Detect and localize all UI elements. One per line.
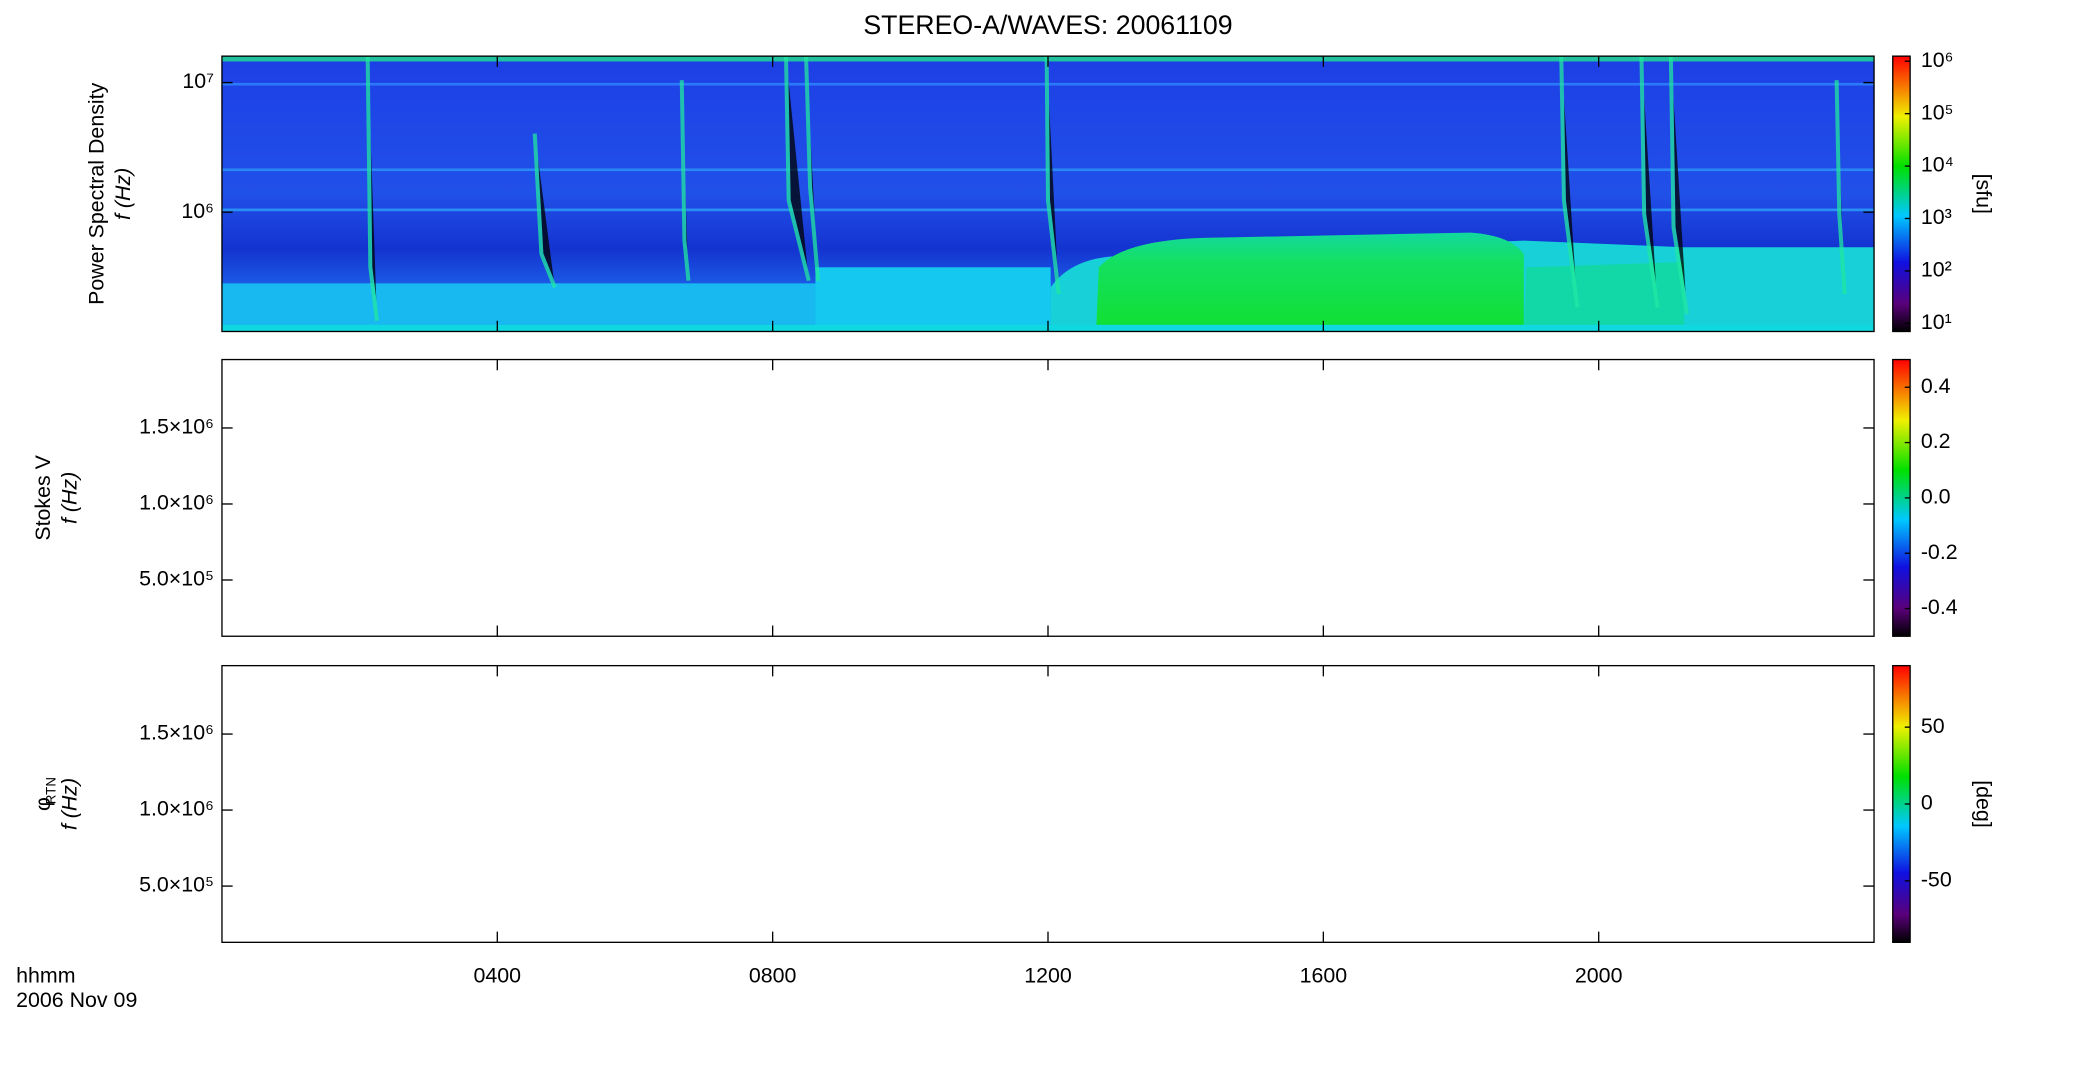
y-axis-label-subscript: RTN xyxy=(44,777,59,804)
y-tick-label: 5.0×10⁵ xyxy=(139,873,214,897)
plot-frame xyxy=(221,664,1875,943)
x-tick-label: 0800 xyxy=(749,964,797,988)
x-tick-label: 2000 xyxy=(1575,964,1623,988)
y-axis-label: f (Hz) xyxy=(58,472,82,524)
y-tick-label: 1.5×10⁶ xyxy=(139,721,214,745)
x-axis-label: 2006 Nov 09 xyxy=(16,988,137,1012)
y-axis-label: Stokes V xyxy=(31,454,55,540)
y-tick-label: 1.5×10⁶ xyxy=(139,415,214,439)
colorbar-tick-label: 10³ xyxy=(1921,205,1952,229)
plot-frame xyxy=(221,358,1875,637)
colorbar-tick-label: 50 xyxy=(1921,714,1945,738)
x-tick-label: 0400 xyxy=(474,964,522,988)
colorbar-tick-label: -50 xyxy=(1921,867,1952,891)
y-axis-label: f (Hz) xyxy=(58,778,82,830)
y-tick-label: 1.0×10⁶ xyxy=(139,491,214,515)
colorbar-tick-label: 10⁴ xyxy=(1921,153,1954,177)
colorbar-tick-label: -0.2 xyxy=(1921,540,1958,564)
colorbar-tick-label: 0.4 xyxy=(1921,374,1951,398)
x-axis-label: hhmm xyxy=(16,964,75,988)
colorbar-tick-label: 10⁶ xyxy=(1921,48,1954,72)
colorbar-tick-label: 0.2 xyxy=(1921,429,1951,453)
colorbar-tick-label: -0.4 xyxy=(1921,595,1958,619)
x-tick-label: 1600 xyxy=(1300,964,1348,988)
y-axis-label: Power Spectral Density xyxy=(84,82,108,304)
colorbar-label: [deg] xyxy=(1972,780,1996,828)
spectrogram-image xyxy=(221,56,1875,332)
colorbar-tick-label: 10² xyxy=(1921,258,1952,282)
colorbar-tick-label: 10¹ xyxy=(1921,310,1952,334)
colorbar-tick-label: 0 xyxy=(1921,791,1933,815)
y-axis-label: φ xyxy=(31,797,55,811)
colorbar-label: [sfu] xyxy=(1972,174,1996,214)
chart-title: STEREO-A/WAVES: 20061109 xyxy=(863,10,1232,40)
colorbar-tick-label: 10⁵ xyxy=(1921,100,1954,124)
colorbar xyxy=(1892,55,1911,333)
y-tick-label: 10⁷ xyxy=(182,69,214,93)
colorbar-tick-label: 0.0 xyxy=(1921,485,1951,509)
y-tick-label: 10⁶ xyxy=(181,199,214,223)
y-tick-label: 5.0×10⁵ xyxy=(139,567,214,591)
y-axis-label: f (Hz) xyxy=(111,168,135,220)
x-tick-label: 1200 xyxy=(1024,964,1072,988)
y-tick-label: 1.0×10⁶ xyxy=(139,797,214,821)
